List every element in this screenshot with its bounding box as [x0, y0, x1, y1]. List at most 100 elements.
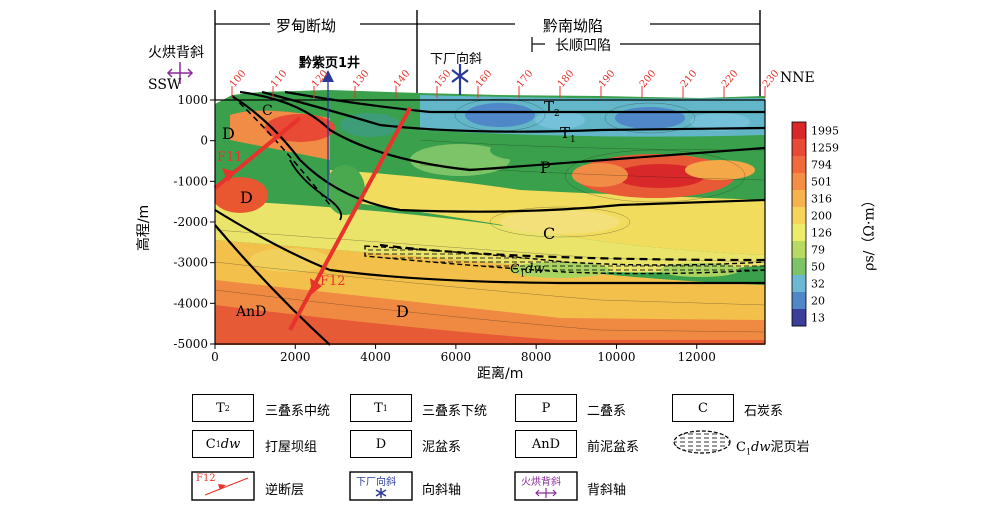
colorbar-label: 50 [811, 261, 825, 274]
y-tick-label: -5000 [173, 337, 208, 351]
syncline-label: 下厂向斜 [430, 52, 483, 67]
nne-label: NNE [780, 70, 815, 86]
legend-text-shale: C1dw泥页岩 [736, 440, 810, 457]
legend-text-p: 二叠系 [587, 404, 627, 419]
legend-box-c1dw: C 1 dw [192, 430, 254, 458]
colorbar-swatch [792, 275, 806, 293]
station-tick-label: 190 [597, 68, 618, 90]
y-axis: 1000 0 -1000 -2000 -3000 -4000 -5000 [173, 93, 215, 351]
legend-text-d: 泥盆系 [422, 440, 462, 455]
fault-lines [213, 107, 412, 331]
legend-fault-swatch [191, 471, 255, 501]
strata-boundaries [215, 90, 765, 346]
legend-code-syncline: 下厂向斜 [356, 477, 396, 488]
shale-lens [364, 245, 765, 275]
colorbar-swatch [792, 139, 806, 157]
colorbar-swatch [792, 207, 806, 225]
x-tick-label: 10000 [597, 350, 635, 364]
fault-f12-label: F12 [320, 274, 346, 289]
legend-code-fault: F12 [196, 473, 216, 484]
legend-box-c: C [672, 394, 734, 422]
station-tick-label: 200 [638, 68, 659, 90]
fault-f11-label: F11 [217, 150, 243, 165]
legend-shale-swatch [673, 430, 731, 454]
legend-text-anticline: 背斜轴 [587, 483, 627, 498]
y-tick-label: 0 [200, 134, 208, 148]
station-tick-label: 100 [228, 68, 249, 90]
station-tick-label: 180 [556, 68, 577, 90]
x-tick-label: 6000 [441, 350, 472, 364]
colorbar-swatch [792, 258, 806, 276]
strata-t1: T1 [560, 124, 576, 145]
colorbar-swatch [792, 292, 806, 310]
colorbar-label: 794 [811, 159, 832, 172]
legend-text-and: 前泥盆系 [587, 440, 640, 455]
colorbar-swatch [792, 190, 806, 208]
station-tick-label: 230 [761, 68, 782, 90]
y-axis-title: 高程/m [136, 204, 153, 252]
station-tick-label: 150 [433, 68, 454, 90]
ssw-label: SSW [148, 77, 182, 93]
legend-text-c1dw: 打屋坝组 [265, 440, 318, 455]
region-qiannan: 黔南坳陷 [543, 17, 604, 35]
legend-text-syncline: 向斜轴 [422, 483, 462, 498]
x-tick-label: 2000 [280, 350, 311, 364]
strata-p: P [540, 158, 551, 177]
legend-syncline-swatch [349, 471, 413, 501]
colorbar-label: 200 [811, 210, 832, 223]
region-luodian: 罗甸断坳 [276, 17, 337, 35]
colorbar-label: 501 [811, 176, 832, 189]
well-label: 黔紫页1井 [299, 56, 361, 71]
legend-graphics [191, 430, 731, 501]
resistivity-section [215, 90, 765, 345]
strata-and: AnD [236, 304, 267, 320]
colorbar-label: 1259 [811, 142, 839, 155]
station-tick-label: 210 [679, 68, 700, 90]
legend-anticline-swatch [514, 471, 578, 501]
station-tick-label: 130 [351, 68, 372, 90]
colorbar-swatch [792, 156, 806, 174]
legend-text-c: 石炭系 [744, 404, 784, 419]
station-tick-label: 220 [720, 68, 741, 90]
colorbar-label: 79 [811, 244, 825, 257]
x-axis: 0 2000 4000 6000 8000 10000 12000 [211, 344, 716, 364]
colorbar-swatch [792, 241, 806, 259]
x-tick-label: 12000 [678, 350, 716, 364]
colorbar-label: 126 [811, 227, 832, 240]
syncline-symbol [451, 64, 469, 95]
x-tick-label: 8000 [521, 350, 552, 364]
strata-d-bottom: D [396, 302, 409, 321]
header-frame [214, 10, 761, 100]
strata-d-lower: D [240, 188, 253, 207]
legend-box-and: AnD [515, 430, 577, 458]
colorbar-label: 32 [811, 278, 825, 291]
colorbar-swatch [792, 224, 806, 242]
legend-text-fault: 逆断层 [265, 483, 305, 498]
legend-text-t2: 三叠系中统 [265, 404, 331, 419]
strata-c1dw: C1dw [510, 262, 545, 279]
region-changshun: 长顺凹陷 [555, 38, 611, 54]
colorbar-label: 20 [811, 295, 825, 308]
x-axis-title: 距离/m [477, 366, 524, 382]
x-tick-label: 4000 [360, 350, 391, 364]
station-tick-label: 110 [269, 68, 290, 90]
station-tick-label: 140 [392, 68, 413, 90]
y-tick-label: -2000 [173, 215, 208, 229]
y-tick-label: -4000 [173, 296, 208, 310]
station-tick-label: 170 [515, 68, 536, 90]
colorbar-swatch [792, 173, 806, 191]
colorbar-title: ρs/（Ω·m） [861, 193, 878, 271]
legend-code-anticline: 火烘背斜 [521, 477, 561, 488]
colorbar-swatch [792, 309, 806, 327]
station-tick-label: 160 [474, 68, 495, 90]
well-marker [322, 70, 334, 200]
colorbar-label: 316 [811, 193, 832, 206]
legend-box-p: P [515, 394, 577, 422]
strata-t2: T2 [544, 98, 560, 119]
strata-c-small: C [262, 103, 273, 119]
legend-text-t1: 三叠系下统 [422, 404, 488, 419]
y-tick-label: -1000 [173, 174, 208, 188]
